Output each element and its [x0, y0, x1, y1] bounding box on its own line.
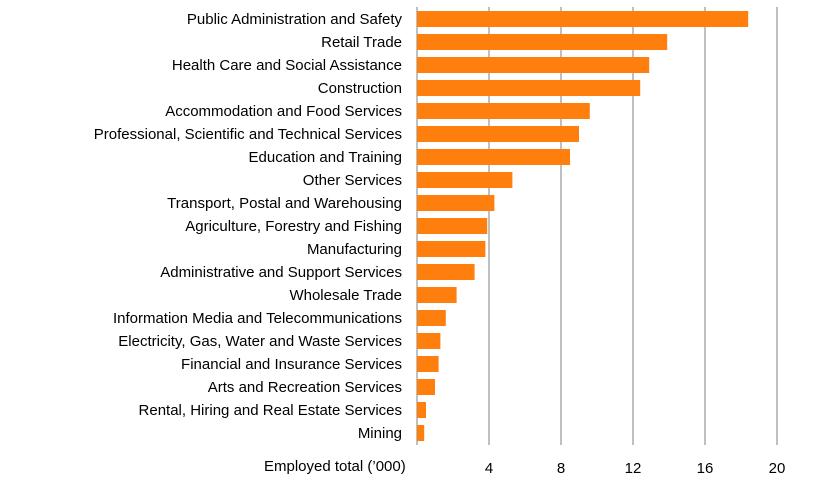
category-labels: Public Administration and Safety Retail T… — [94, 11, 403, 442]
x-tick-label: 16 — [697, 460, 714, 477]
bars — [417, 11, 749, 441]
category-label: Retail Trade — [321, 34, 402, 51]
x-tick-label: 8 — [557, 460, 565, 477]
bar — [417, 57, 650, 73]
bar — [417, 356, 439, 372]
category-label: Education and Training — [249, 149, 402, 166]
bar — [417, 195, 495, 211]
category-label: Construction — [318, 80, 402, 97]
bar — [417, 264, 475, 280]
category-label: Professional, Scientific and Technical S… — [94, 126, 402, 143]
category-label: Transport, Postal and Warehousing — [167, 195, 402, 212]
category-label: Arts and Recreation Services — [208, 379, 402, 396]
category-label: Rental, Hiring and Real Estate Services — [139, 402, 402, 419]
category-label: Administrative and Support Services — [160, 264, 402, 281]
category-label: Information Media and Telecommunications — [113, 310, 402, 327]
category-label: Electricity, Gas, Water and Waste Servic… — [118, 333, 402, 350]
bar — [417, 172, 513, 188]
bar — [417, 11, 749, 27]
bar — [417, 149, 570, 165]
category-label: Other Services — [303, 172, 402, 189]
bar — [417, 80, 641, 96]
bar — [417, 287, 457, 303]
category-label: Accommodation and Food Services — [165, 103, 402, 120]
x-tick-label: 12 — [625, 460, 642, 477]
category-label: Health Care and Social Assistance — [172, 57, 402, 74]
bar — [417, 379, 435, 395]
bar — [417, 402, 426, 418]
bar — [417, 34, 668, 50]
bar — [417, 425, 425, 441]
bar — [417, 241, 486, 257]
category-label: Mining — [358, 425, 402, 442]
category-label: Wholesale Trade — [289, 287, 402, 304]
x-tick-label: 20 — [769, 460, 786, 477]
category-label: Public Administration and Safety — [187, 11, 403, 28]
category-label: Manufacturing — [307, 241, 402, 258]
bar — [417, 126, 579, 142]
bar — [417, 218, 488, 234]
bar — [417, 103, 590, 119]
x-tick-label: 4 — [485, 460, 493, 477]
bar — [417, 310, 446, 326]
bar — [417, 333, 441, 349]
category-label: Agriculture, Forestry and Fishing — [185, 218, 402, 235]
x-axis-title: Employed total (’000) — [264, 458, 406, 475]
x-tick-labels: 4 8 12 16 20 — [485, 460, 786, 477]
category-label: Financial and Insurance Services — [181, 356, 402, 373]
